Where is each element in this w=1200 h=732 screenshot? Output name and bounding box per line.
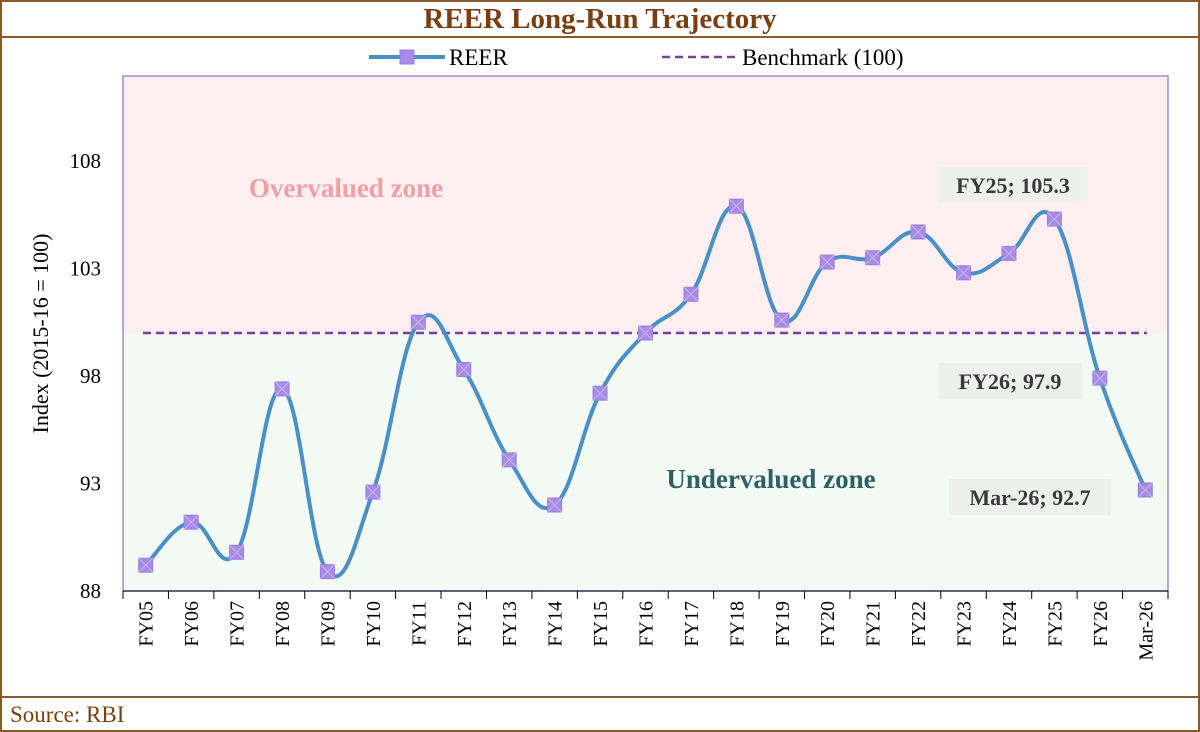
y-tick-label: 98 xyxy=(80,364,101,388)
reer-marker xyxy=(1001,245,1017,261)
annotation-box xyxy=(938,363,1082,399)
reer-marker xyxy=(774,312,790,328)
x-tick-label: FY16 xyxy=(636,601,658,647)
y-tick-label: 88 xyxy=(80,579,101,603)
x-tick-label: FY17 xyxy=(681,601,703,647)
y-tick-label: 103 xyxy=(70,257,102,281)
annotation-box xyxy=(949,479,1111,515)
x-tick-label: FY13 xyxy=(499,601,521,647)
reer-marker xyxy=(1046,211,1062,227)
x-tick-label: FY09 xyxy=(317,601,339,647)
reer-marker xyxy=(501,452,517,468)
reer-marker xyxy=(183,514,199,530)
x-tick-label: FY12 xyxy=(454,601,476,647)
reer-line xyxy=(144,204,1148,579)
reer-marker xyxy=(456,362,472,378)
x-tick-label: Mar-26 xyxy=(1135,601,1157,661)
reer-marker xyxy=(365,484,381,500)
reer-marker xyxy=(910,224,926,240)
annotation-label: FY25; 105.3 xyxy=(956,173,1070,198)
legend-reer-label: REER xyxy=(449,45,508,70)
x-tick-label: FY21 xyxy=(863,601,885,647)
undervalued-zone-label: Undervalued zone xyxy=(666,464,875,494)
x-tick-label: FY10 xyxy=(363,601,385,647)
reer-marker xyxy=(319,564,335,580)
reer-marker xyxy=(138,557,154,573)
annotation-label: FY26; 97.9 xyxy=(959,369,1062,394)
x-tick-label: FY23 xyxy=(954,601,976,647)
title-bar: REER Long-Run Trajectory xyxy=(0,0,1200,38)
chart-title: REER Long-Run Trajectory xyxy=(423,3,777,35)
y-axis-label: Index (2015-16 = 100) xyxy=(28,234,53,434)
y-tick-label: 108 xyxy=(70,149,102,173)
x-tick-label: FY06 xyxy=(181,601,203,647)
x-tick-label: FY22 xyxy=(908,601,930,647)
x-tick-label: FY19 xyxy=(772,601,794,647)
x-tick-label: FY07 xyxy=(227,601,249,647)
reer-marker xyxy=(229,544,245,560)
x-tick-label: FY25 xyxy=(1044,601,1066,647)
source-bar: Source: RBI xyxy=(0,696,1200,732)
reer-marker xyxy=(819,254,835,270)
x-tick-label: FY05 xyxy=(136,601,158,647)
reer-marker xyxy=(728,198,744,214)
reer-marker xyxy=(683,286,699,302)
x-tick-label: FY08 xyxy=(272,601,294,647)
annotation-box xyxy=(939,167,1087,203)
legend-benchmark-label: Benchmark (100) xyxy=(742,45,904,70)
reer-marker xyxy=(865,250,881,266)
x-tick-label: FY20 xyxy=(817,601,839,647)
reer-marker xyxy=(592,385,608,401)
overvalued-zone xyxy=(123,76,1168,333)
x-tick-label: FY14 xyxy=(545,601,567,647)
x-tick-label: FY15 xyxy=(590,601,612,647)
legend-reer-marker xyxy=(399,49,415,65)
reer-marker xyxy=(638,325,653,341)
x-tick-label: FY26 xyxy=(1090,601,1112,647)
annotation-label: Mar-26; 92.7 xyxy=(969,485,1090,510)
x-tick-label: FY11 xyxy=(408,601,430,646)
overvalued-zone-label: Overvalued zone xyxy=(249,173,443,203)
y-tick-label: 93 xyxy=(80,472,101,496)
reer-marker xyxy=(274,381,290,397)
x-tick-label: FY24 xyxy=(999,601,1021,647)
source-note: Source: RBI xyxy=(10,702,125,727)
reer-marker xyxy=(956,265,972,281)
reer-marker xyxy=(410,314,426,330)
reer-marker xyxy=(1092,370,1108,386)
reer-marker xyxy=(1137,482,1153,498)
x-tick-label: FY18 xyxy=(726,601,748,647)
reer-marker xyxy=(547,497,563,513)
